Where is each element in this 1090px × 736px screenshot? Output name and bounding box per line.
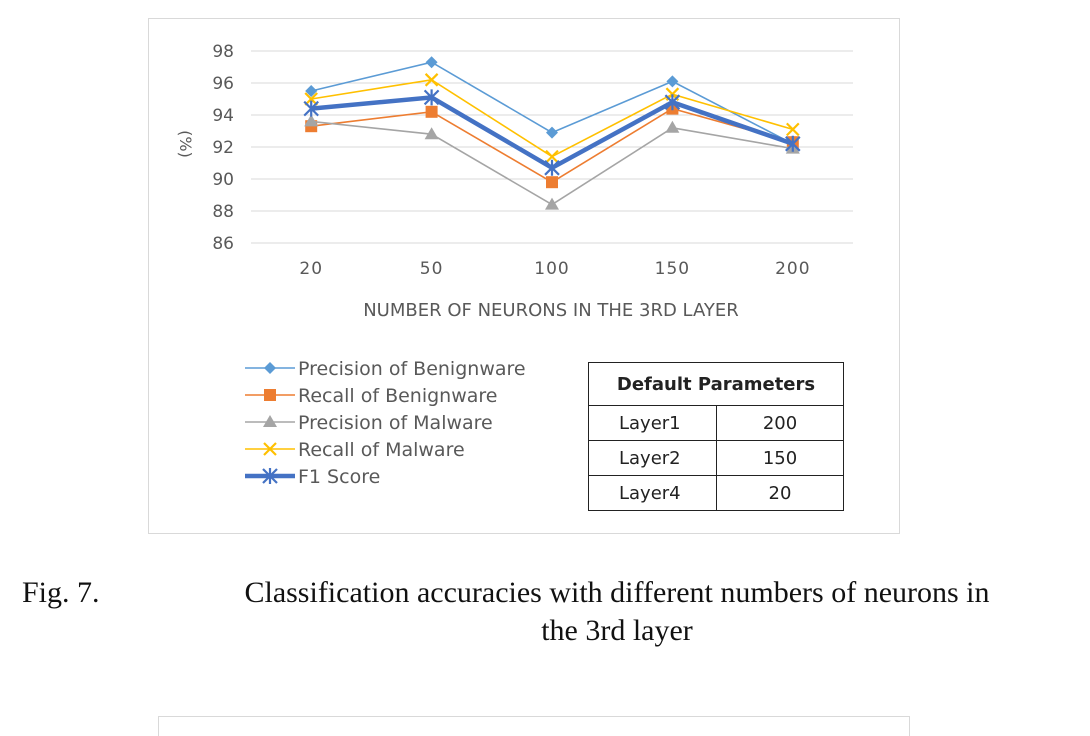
data-point [423,89,440,106]
caption-line-1: Classification accuracies with different… [244,576,990,609]
table-row: Layer2 150 [588,440,844,476]
x-axis-label: NUMBER OF NEURONS IN THE 3RD LAYER [363,300,739,321]
x-tick-label: 50 [420,259,444,279]
legend-swatch-marker [264,362,276,374]
legend-item: Recall of Benignware [245,385,498,407]
y-tick-label: 86 [212,234,234,254]
y-tick-label: 94 [212,106,234,126]
series-4 [303,89,801,176]
data-point [303,100,319,117]
legend-item: F1 Score [245,466,380,488]
series-group [303,56,801,210]
legend-label: Precision of Benignware [298,358,526,380]
y-tick-label: 98 [212,42,234,62]
data-point [546,176,558,189]
legend-item: Recall of Malware [245,439,465,461]
x-tick-label: 200 [775,259,810,279]
x-tick-label: 150 [655,259,690,279]
table-header-row: Default Parameters [588,362,844,406]
data-point [785,135,801,152]
y-tick-label: 96 [212,74,234,94]
legend-label: Recall of Malware [298,439,465,461]
caption-line-2: the 3rd layer [541,614,693,647]
default-parameters-table: Default Parameters Layer1 200 Layer2 150… [588,362,844,511]
table-cell-value: 150 [716,440,844,476]
table-header: Default Parameters [588,362,844,406]
table-cell-value: 20 [716,475,844,511]
data-point [424,73,439,87]
y-tick-label: 92 [212,138,234,158]
table-cell-key: Layer4 [588,475,717,511]
data-point [424,127,439,140]
legend-label: F1 Score [298,466,380,488]
next-figure-frame [158,716,910,736]
legend-label: Precision of Malware [298,412,493,434]
legend-item: Precision of Malware [245,412,493,434]
data-point [304,114,319,127]
legend-item: Precision of Benignware [245,358,526,380]
series-3 [304,73,800,164]
x-tick-label: 20 [299,259,323,279]
table-row: Layer1 200 [588,405,844,441]
data-point [425,105,438,118]
legend-swatch-marker [263,415,277,427]
data-point [786,122,800,137]
legend-swatch-marker [264,389,276,401]
legend-swatch-marker [262,468,278,484]
data-point [664,94,681,111]
y-axis-ticks: 98 96 94 92 90 88 86 [212,42,234,254]
legend-swatch-marker [263,442,277,456]
x-axis-ticks: 20 50 100 150 200 [299,259,810,279]
legend: Precision of Benignware Recall of Benignw… [245,358,526,488]
x-tick-label: 100 [534,259,569,279]
y-axis-label: (%) [176,130,195,158]
figure-caption-text: Classification accuracies with different… [167,574,1067,650]
table-cell-key: Layer2 [588,440,717,476]
data-point [425,56,438,69]
y-tick-label: 88 [212,202,234,222]
data-point [665,120,680,133]
table-row: Layer4 20 [588,475,844,511]
y-tick-label: 90 [212,170,234,190]
legend-label: Recall of Benignware [298,385,498,407]
series-2 [304,114,800,210]
data-point [546,126,558,139]
figure-number: Fig. 7. [22,576,100,609]
data-point [544,159,560,176]
data-point [666,75,679,88]
table-cell-value: 200 [716,405,844,441]
data-point [545,197,559,210]
table-cell-key: Layer1 [588,405,717,441]
data-point [304,92,318,106]
data-point [305,85,318,97]
gridlines [251,50,853,244]
data-point [545,149,559,164]
